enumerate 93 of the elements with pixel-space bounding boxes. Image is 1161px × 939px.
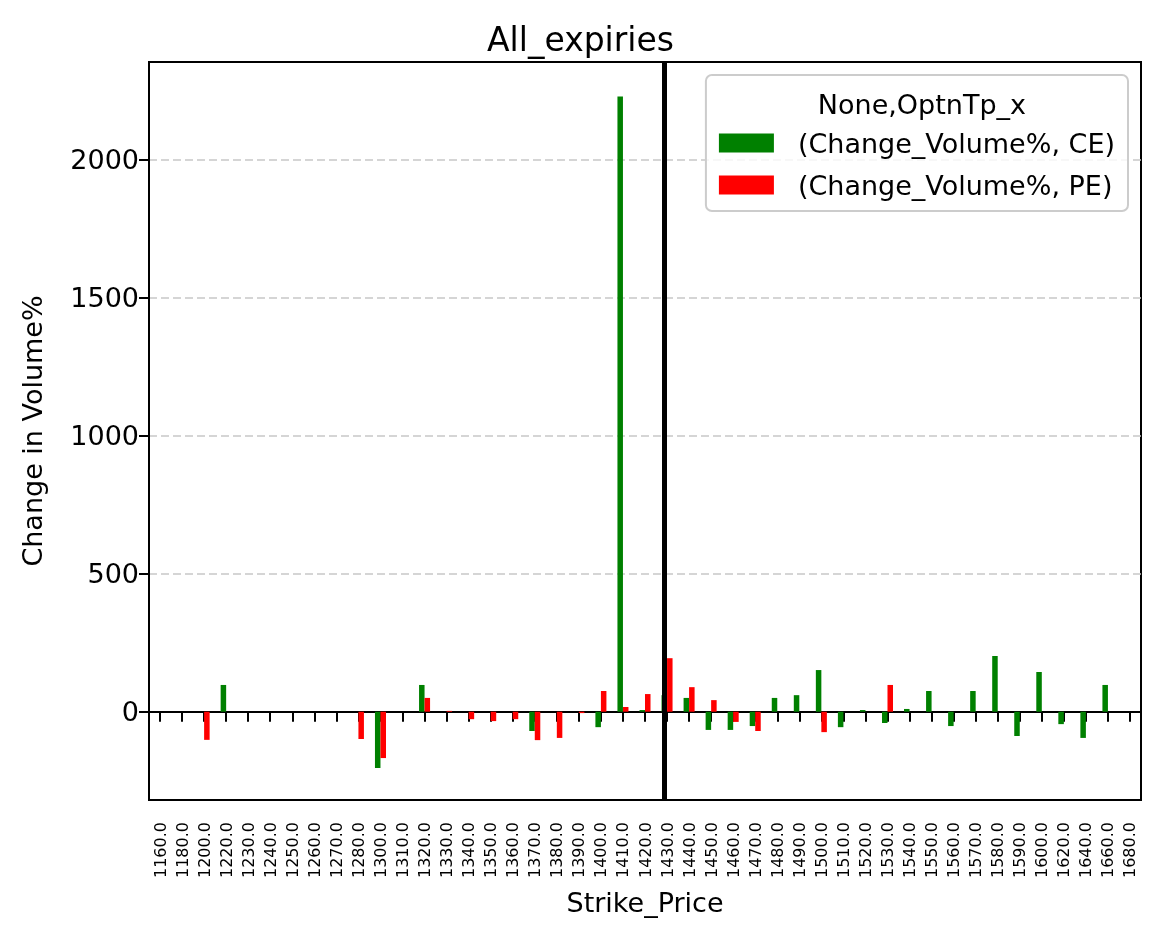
x-tick-label: 1570.0 [966, 822, 986, 878]
bar [771, 697, 778, 712]
bar [667, 658, 673, 712]
bar [887, 684, 893, 712]
bar [595, 711, 601, 728]
x-tick-label: 1490.0 [789, 822, 809, 878]
x-tick-label: 1470.0 [745, 822, 765, 878]
bar [204, 711, 210, 740]
bar [689, 687, 695, 712]
bar [529, 711, 535, 732]
x-axis-title: Strike_Price [566, 887, 724, 918]
x-tick-label: 1530.0 [877, 822, 897, 878]
bar [358, 711, 364, 740]
bar [815, 670, 822, 712]
bar [904, 708, 910, 712]
y-tick-label: 2000 [70, 144, 139, 176]
y-axis-title: Change in Volume% [17, 295, 48, 567]
y-tick-label: 0 [121, 696, 139, 728]
x-tick-label: 1260.0 [304, 822, 324, 878]
legend-title: None,OptnTp_x [817, 89, 1027, 120]
x-tick-label: 1450.0 [701, 822, 721, 878]
bar [424, 697, 431, 712]
bar [1036, 671, 1042, 712]
x-tick-label: 1620.0 [1054, 822, 1074, 878]
chart-title: All_expiries [486, 20, 675, 59]
bar [380, 711, 386, 759]
x-tick-label: 1340.0 [459, 822, 479, 878]
x-tick-label: 1480.0 [767, 822, 787, 878]
x-tick-label: 1500.0 [811, 822, 831, 878]
x-tick-label: 1590.0 [1010, 822, 1030, 878]
y-tick-label: 500 [87, 558, 139, 590]
bar [1102, 684, 1108, 712]
x-tick-label: 1550.0 [922, 822, 942, 878]
bar [1014, 711, 1020, 736]
bar [645, 694, 651, 712]
x-tick-label: 1350.0 [481, 822, 501, 878]
x-tick-label: 1460.0 [723, 822, 743, 878]
x-tick-label: 1270.0 [326, 822, 346, 878]
x-tick-label: 1660.0 [1098, 822, 1118, 878]
legend-label: (Change_Volume%, CE) [797, 127, 1115, 159]
x-tick-label: 1420.0 [635, 822, 655, 878]
bar [622, 707, 629, 712]
bar [970, 691, 976, 712]
bar [926, 691, 932, 712]
x-tick-label: 1330.0 [437, 822, 457, 878]
bar [1080, 711, 1086, 738]
x-tick-label: 1410.0 [613, 822, 633, 878]
bar [705, 711, 712, 730]
bar [727, 711, 734, 730]
bar [948, 711, 954, 727]
legend-label: (Change_Volume%, PE) [797, 169, 1113, 201]
x-tick-label: 1250.0 [282, 822, 302, 878]
x-tick-label: 1560.0 [944, 822, 964, 878]
bar [992, 655, 998, 712]
y-tick-label: 1500 [70, 282, 139, 314]
bar [220, 684, 227, 712]
x-tick-label: 1200.0 [194, 822, 214, 878]
bar [793, 695, 800, 712]
x-tick-label: 1370.0 [525, 822, 545, 878]
x-tick-label: 1320.0 [415, 822, 435, 878]
x-tick-label: 1430.0 [657, 822, 677, 878]
x-tick-label: 1380.0 [547, 822, 567, 878]
x-tick-label: 1160.0 [150, 822, 170, 878]
bar [419, 684, 425, 712]
x-tick-label: 1240.0 [260, 822, 280, 878]
x-tick-label: 1440.0 [679, 822, 699, 878]
bar [755, 711, 761, 732]
bar [711, 700, 717, 712]
x-tick-label: 1300.0 [370, 822, 390, 878]
x-tick-label: 1540.0 [900, 822, 920, 878]
x-tick-label: 1390.0 [569, 822, 589, 878]
x-tick-label: 1600.0 [1032, 822, 1052, 878]
x-tick-label: 1580.0 [988, 822, 1008, 878]
x-tick-label: 1680.0 [1120, 822, 1140, 878]
bar [374, 711, 381, 768]
x-tick-label: 1520.0 [855, 822, 875, 878]
x-tick-label: 1280.0 [348, 822, 368, 878]
bar [556, 711, 563, 738]
x-tick-label: 1640.0 [1076, 822, 1096, 878]
bar [1058, 711, 1064, 725]
x-tick-label: 1400.0 [591, 822, 611, 878]
x-tick-label: 1310.0 [393, 822, 413, 878]
bar [683, 697, 690, 712]
y-tick-label: 1000 [70, 420, 139, 452]
bar [600, 691, 607, 712]
x-tick-label: 1510.0 [833, 822, 853, 878]
bar [733, 711, 739, 722]
x-tick-label: 1360.0 [503, 822, 523, 878]
x-tick-label: 1230.0 [238, 822, 258, 878]
x-tick-label: 1220.0 [216, 822, 236, 878]
x-tick-label: 1180.0 [172, 822, 192, 878]
bar [821, 711, 827, 733]
bar [617, 96, 623, 712]
